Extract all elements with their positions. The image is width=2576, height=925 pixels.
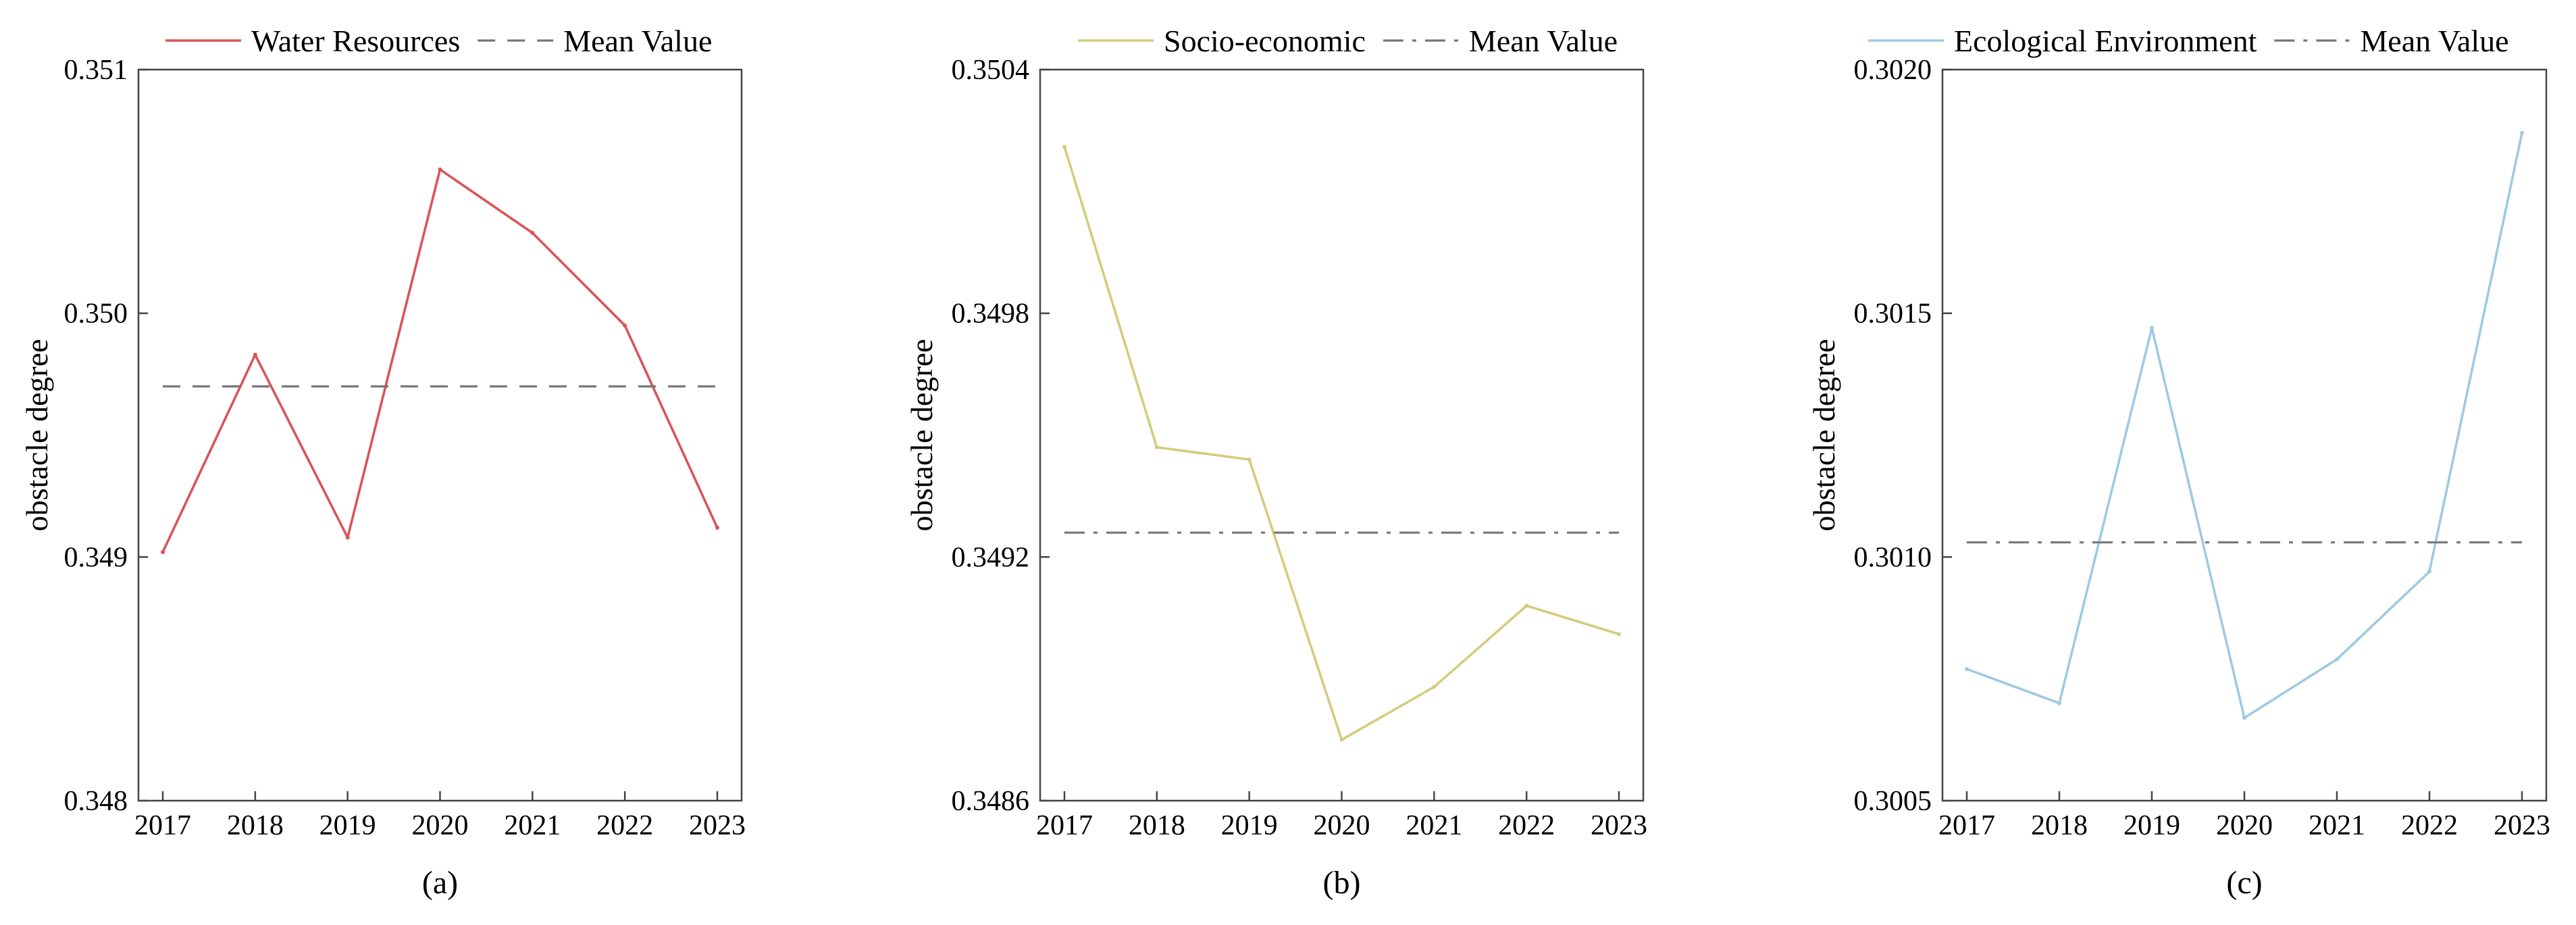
data-point [2057, 701, 2061, 705]
data-point [530, 230, 535, 235]
x-tick-label: 2023 [2494, 810, 2550, 841]
data-point [1617, 632, 1621, 636]
y-tick-label: 0.348 [64, 786, 128, 817]
x-tick-label: 2022 [596, 810, 653, 841]
x-tick-label: 2019 [1221, 810, 1278, 841]
x-tick-label: 2021 [504, 810, 561, 841]
y-tick-label: 0.3020 [1854, 55, 1932, 86]
data-point [1524, 603, 1529, 608]
y-tick-label: 0.3005 [1854, 786, 1932, 817]
y-axis-title: obstacle degree [904, 339, 939, 532]
panel-caption: (b) [1323, 865, 1361, 901]
data-point [1154, 445, 1159, 450]
x-tick-label: 2019 [319, 810, 376, 841]
legend-label: Mean Value [2360, 24, 2508, 58]
x-tick-label: 2017 [1938, 810, 1995, 841]
y-tick-label: 0.3486 [952, 786, 1030, 817]
plot-frame [1039, 68, 1645, 802]
y-tick-label: 0.3015 [1854, 299, 1932, 330]
chart-panel-3: 0.3005 0.3010 0.3015 0.3020 2017 2018 2019 2020… [1807, 24, 2550, 901]
data-point [2150, 326, 2154, 330]
x-tick-label: 2020 [412, 810, 469, 841]
data-point [1247, 457, 1252, 462]
x-tick-label: 2017 [1036, 810, 1093, 841]
chart-panel-2: 0.3486 0.3492 0.3498 0.3504 2017 2018 2019 2020… [904, 24, 1647, 901]
legend-label: Water Resources [251, 24, 460, 58]
data-point [2427, 569, 2431, 574]
x-tick-label: 2021 [2309, 810, 2365, 841]
data-point [253, 352, 257, 357]
legend-label: Socio-economic [1164, 24, 1366, 58]
data-point [2242, 716, 2246, 720]
data-point [161, 550, 165, 555]
series-line-main [1966, 132, 2523, 720]
y-tick-label: 0.3498 [952, 299, 1030, 330]
data-point [345, 535, 350, 540]
x-tick-label: 2020 [2216, 810, 2273, 841]
data-point [2520, 130, 2524, 135]
y-axis-title: obstacle degree [20, 339, 54, 532]
x-tick-label: 2022 [2401, 810, 2458, 841]
plot-frame [1941, 68, 2548, 802]
y-tick-label: 0.3504 [952, 55, 1030, 86]
data-point [2335, 657, 2339, 661]
y-tick-label: 0.349 [64, 542, 128, 573]
legend-label: Ecological Environment [1954, 24, 2257, 58]
x-tick-label: 2017 [134, 810, 191, 841]
data-point [1339, 737, 1344, 742]
data-point [1062, 145, 1066, 149]
x-tick-label: 2018 [1129, 810, 1185, 841]
legend-label: Mean Value [563, 24, 712, 58]
y-tick-label: 0.3492 [952, 542, 1030, 573]
plot-frame [137, 68, 743, 802]
panel-caption: (c) [2226, 865, 2262, 901]
legend-label: Mean Value [1469, 24, 1618, 58]
data-point [1432, 684, 1437, 689]
data-point [623, 323, 627, 328]
y-tick-label: 0.350 [64, 299, 128, 330]
x-tick-label: 2023 [689, 810, 746, 841]
series-line-main [161, 168, 719, 553]
data-point [438, 167, 442, 172]
x-tick-label: 2022 [1498, 810, 1555, 841]
y-tick-label: 0.351 [64, 55, 128, 86]
x-tick-label: 2019 [2123, 810, 2180, 841]
data-point [715, 526, 719, 530]
data-point [1965, 667, 1969, 672]
chart-panel-1: 0.348 0.349 0.350 0.351 2017 2018 2019 2020 2021… [20, 24, 746, 901]
x-tick-label: 2020 [1314, 810, 1370, 841]
x-tick-label: 2018 [227, 810, 284, 841]
panel-caption: (a) [422, 865, 458, 901]
y-tick-label: 0.3010 [1854, 542, 1932, 573]
x-tick-label: 2023 [1591, 810, 1647, 841]
x-tick-label: 2021 [1406, 810, 1462, 841]
y-axis-title: obstacle degree [1807, 339, 1841, 532]
x-tick-label: 2018 [2031, 810, 2088, 841]
series-line-main [1063, 146, 1620, 741]
